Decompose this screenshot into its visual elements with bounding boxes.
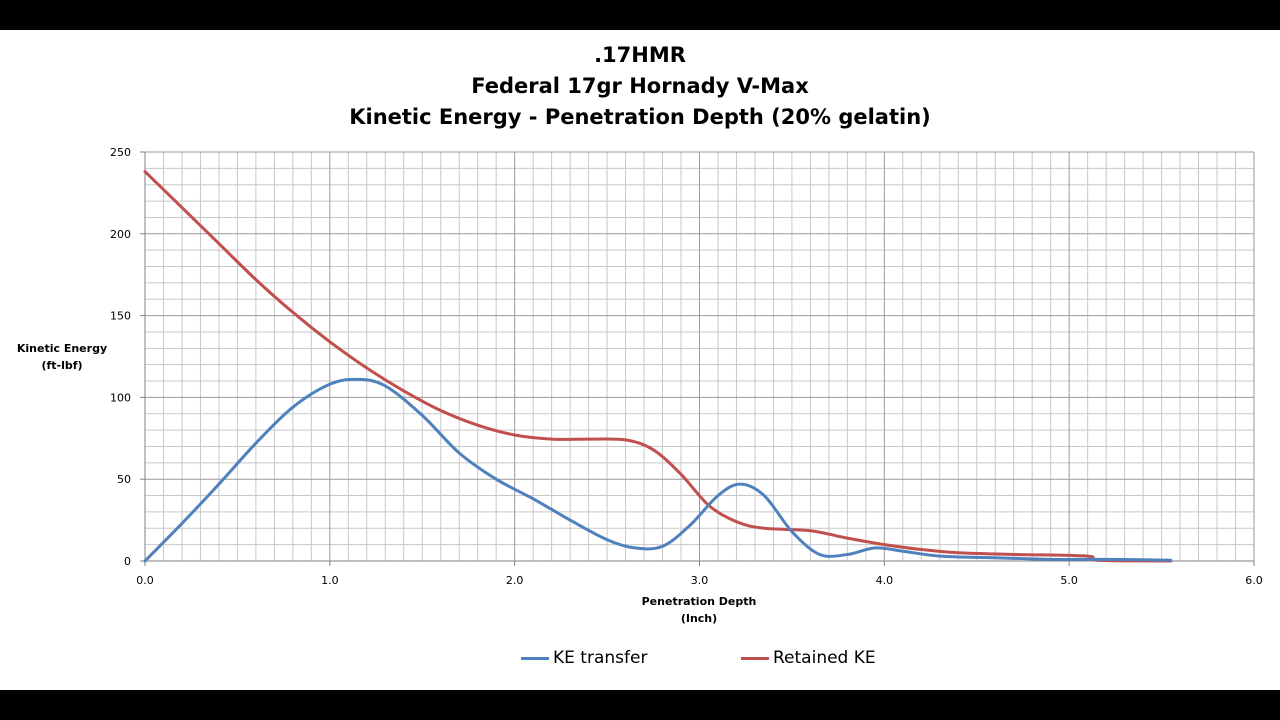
y-axis-label-line-1: Kinetic Energy [16, 342, 108, 355]
series-line-retained-ke [143, 170, 1173, 563]
y-tick-label: 0 [124, 555, 131, 568]
x-tick-label: 0.0 [136, 574, 154, 587]
y-tick-label: 50 [117, 473, 131, 486]
x-tick-label: 4.0 [876, 574, 894, 587]
chart-area [0, 30, 1280, 690]
legend-label-ke-transfer: KE transfer [553, 648, 648, 668]
y-axis-label: Kinetic Energy (ft-lbf) [12, 340, 112, 374]
x-tick-label: 6.0 [1245, 574, 1263, 587]
x-tick-label: 5.0 [1060, 574, 1078, 587]
x-axis-label: Penetration Depth (Inch) [599, 593, 799, 627]
x-tick-label: 2.0 [506, 574, 524, 587]
series-line-ke-transfer [143, 377, 1173, 563]
x-axis-label-line-2: (Inch) [680, 612, 718, 625]
chart-title-line-1: .17HMR [594, 43, 686, 67]
chart-title-line-2: Federal 17gr Hornady V-Max [471, 74, 809, 98]
chart-title: .17HMR Federal 17gr Hornady V-Max Kineti… [0, 40, 1280, 133]
legend-item-ke-transfer: KE transfer [521, 648, 647, 668]
legend-label-retained-ke: Retained KE [773, 648, 876, 668]
y-tick-label: 200 [110, 228, 131, 241]
legend-item-retained-ke: Retained KE [741, 648, 876, 668]
legend: KE transfer Retained KE [0, 648, 1280, 674]
x-tick-label: 3.0 [691, 574, 709, 587]
legend-swatch-retained-ke [741, 656, 769, 660]
x-axis-label-line-1: Penetration Depth [641, 595, 757, 608]
y-axis-label-line-2: (ft-lbf) [41, 359, 83, 372]
legend-swatch-ke-transfer [521, 656, 549, 660]
x-tick-label: 1.0 [321, 574, 339, 587]
y-tick-label: 250 [110, 146, 131, 159]
y-tick-label: 100 [110, 391, 131, 404]
chart-title-line-3: Kinetic Energy - Penetration Depth (20% … [349, 105, 931, 129]
y-tick-label: 150 [110, 310, 131, 323]
